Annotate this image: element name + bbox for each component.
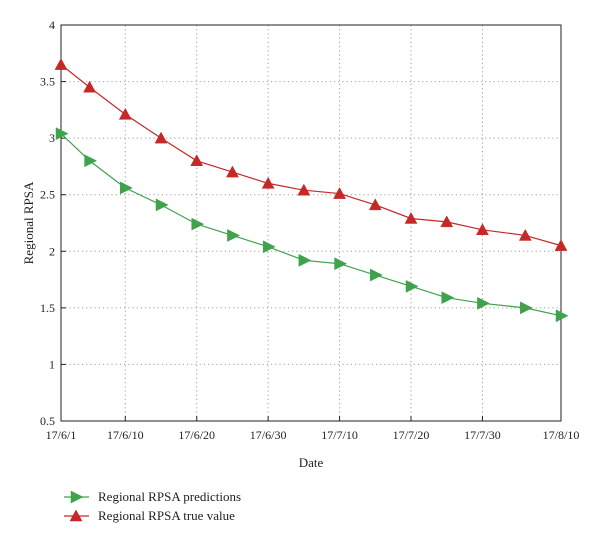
- data-point: [55, 127, 69, 141]
- data-point: [370, 268, 383, 282]
- data-point: [262, 240, 276, 254]
- y-tick-label: 2: [49, 244, 55, 258]
- data-point: [154, 131, 168, 144]
- data-point: [155, 198, 169, 212]
- data-point: [405, 279, 419, 293]
- legend-marker: [70, 490, 84, 504]
- data-point: [440, 215, 454, 228]
- legend-label: Regional RPSA true value: [98, 508, 235, 523]
- data-point: [441, 291, 455, 305]
- y-tick-label: 4: [49, 18, 55, 32]
- y-tick-label: 0.5: [40, 414, 55, 428]
- data-point: [477, 296, 490, 310]
- y-tick-label: 1.5: [40, 301, 55, 315]
- x-tick-label: 17/7/20: [393, 428, 430, 442]
- data-point: [520, 301, 533, 315]
- x-tick-label: 17/7/30: [464, 428, 501, 442]
- x-tick-label: 17/6/20: [178, 428, 215, 442]
- y-axis-title: Regional RPSA: [21, 181, 36, 264]
- data-point: [555, 309, 569, 323]
- data-point: [83, 80, 96, 93]
- data-point: [404, 211, 418, 224]
- x-tick-label: 17/7/10: [321, 428, 358, 442]
- data-point: [118, 107, 132, 120]
- data-point: [334, 257, 348, 271]
- series-line-2: [60, 64, 562, 247]
- x-tick-label: 17/6/1: [46, 428, 77, 442]
- data-point: [298, 253, 312, 267]
- y-tick-label: 2.5: [40, 188, 55, 202]
- x-tick-label: 17/6/10: [107, 428, 144, 442]
- x-tick-label: 17/6/30: [250, 428, 287, 442]
- data-point: [84, 154, 98, 168]
- series-line-1: [60, 133, 562, 317]
- data-point: [333, 187, 346, 199]
- data-point: [518, 228, 532, 241]
- x-tick-label: 17/8/10: [543, 428, 580, 442]
- data-point: [191, 217, 205, 231]
- legend-marker: [69, 509, 83, 522]
- data-point: [554, 239, 568, 251]
- data-point: [226, 165, 239, 178]
- legend-label: Regional RPSA predictions: [98, 489, 241, 504]
- data-point: [261, 176, 275, 189]
- data-point: [297, 183, 311, 196]
- data-point: [54, 58, 68, 70]
- y-tick-label: 3.5: [40, 75, 55, 89]
- data-point: [190, 154, 204, 167]
- data-point: [120, 181, 133, 195]
- y-tick-label: 1: [49, 357, 55, 371]
- data-point: [476, 223, 489, 236]
- data-point: [368, 198, 382, 211]
- data-point: [227, 229, 240, 242]
- y-tick-label: 3: [49, 131, 55, 145]
- x-axis-title: Date: [299, 455, 324, 470]
- plot-frame: [60, 24, 562, 422]
